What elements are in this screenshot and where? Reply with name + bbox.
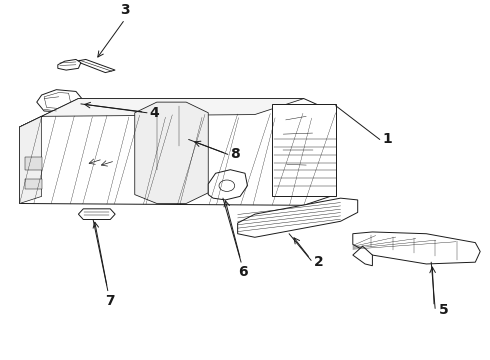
- Polygon shape: [280, 113, 321, 170]
- Polygon shape: [78, 209, 115, 220]
- Text: 8: 8: [230, 147, 240, 161]
- Circle shape: [219, 180, 235, 192]
- Polygon shape: [58, 59, 81, 70]
- Polygon shape: [44, 93, 71, 109]
- Polygon shape: [135, 102, 208, 203]
- Polygon shape: [353, 232, 480, 264]
- Polygon shape: [24, 157, 42, 170]
- Polygon shape: [353, 246, 372, 266]
- Polygon shape: [272, 104, 336, 196]
- Text: 3: 3: [120, 3, 130, 17]
- Polygon shape: [76, 59, 115, 73]
- Polygon shape: [20, 99, 336, 205]
- Text: 7: 7: [105, 294, 115, 308]
- Text: 1: 1: [382, 132, 392, 147]
- Text: 5: 5: [439, 303, 448, 317]
- Text: 4: 4: [149, 106, 159, 120]
- Bar: [53, 98, 65, 104]
- Polygon shape: [20, 116, 42, 203]
- Text: 2: 2: [314, 255, 323, 269]
- Polygon shape: [37, 90, 83, 113]
- Polygon shape: [238, 198, 358, 237]
- Polygon shape: [24, 179, 42, 189]
- Text: 6: 6: [238, 265, 247, 279]
- Polygon shape: [208, 170, 247, 200]
- Polygon shape: [20, 99, 304, 127]
